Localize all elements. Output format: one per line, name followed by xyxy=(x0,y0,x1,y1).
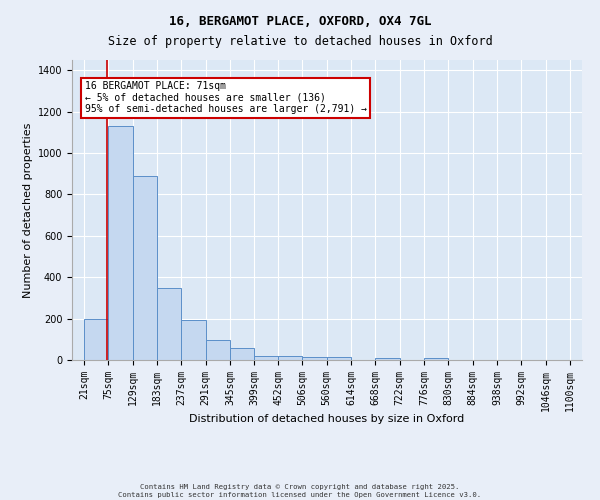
Y-axis label: Number of detached properties: Number of detached properties xyxy=(23,122,34,298)
X-axis label: Distribution of detached houses by size in Oxford: Distribution of detached houses by size … xyxy=(190,414,464,424)
Bar xyxy=(254,356,278,360)
Bar xyxy=(424,358,448,360)
Text: Contains HM Land Registry data © Crown copyright and database right 2025.
Contai: Contains HM Land Registry data © Crown c… xyxy=(118,484,482,498)
Bar xyxy=(327,357,351,360)
Bar xyxy=(157,288,181,360)
Bar xyxy=(109,126,133,360)
Bar xyxy=(278,356,302,360)
Bar xyxy=(302,357,327,360)
Text: 16 BERGAMOT PLACE: 71sqm
← 5% of detached houses are smaller (136)
95% of semi-d: 16 BERGAMOT PLACE: 71sqm ← 5% of detache… xyxy=(85,81,367,114)
Text: Size of property relative to detached houses in Oxford: Size of property relative to detached ho… xyxy=(107,35,493,48)
Bar xyxy=(133,176,157,360)
Bar xyxy=(84,319,109,360)
Bar xyxy=(206,340,230,360)
Text: 16, BERGAMOT PLACE, OXFORD, OX4 7GL: 16, BERGAMOT PLACE, OXFORD, OX4 7GL xyxy=(169,15,431,28)
Bar xyxy=(230,348,254,360)
Bar xyxy=(376,358,400,360)
Bar xyxy=(181,320,206,360)
